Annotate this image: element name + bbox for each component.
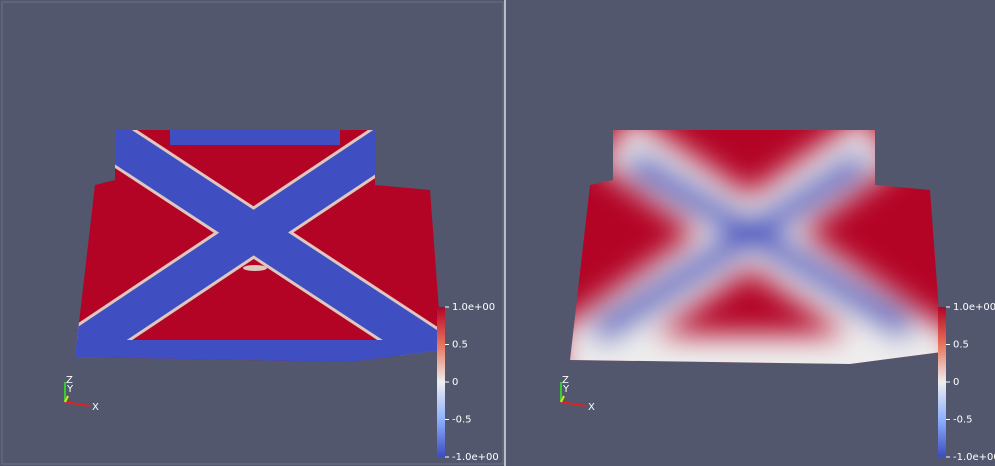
axis-x (560, 401, 587, 407)
colorbar-tick-label: -1.0e+00 (452, 452, 499, 463)
colorbar-tick-label: 0 (452, 377, 458, 388)
surface-left (75, 130, 442, 362)
axis-label-z: Z (562, 375, 569, 386)
render-view-right[interactable]: 1.0e+00 0.5 0 -0.5 -1.0e+00 ZY X (560, 302, 995, 463)
colorbar-tick-label: 0 (953, 377, 959, 388)
axis-label-x: X (92, 402, 99, 413)
axis-y (560, 395, 565, 403)
colorbar (437, 307, 445, 457)
colorbar-tick-label: -0.5 (452, 415, 472, 426)
colorbar-tick-label: 1.0e+00 (452, 302, 495, 313)
colorbar-tick-label: -1.0e+00 (953, 452, 995, 463)
colorbar-tick-label: -0.5 (953, 415, 973, 426)
axis-label-y: Y (562, 384, 570, 395)
axis-label-x: X (588, 402, 595, 413)
view-border[interactable] (1, 1, 504, 465)
colorbar-tick-label: 0.5 (953, 340, 969, 351)
colorbar (938, 307, 946, 457)
axis-label-z: Z (66, 375, 73, 386)
surface-right (570, 130, 942, 364)
axis-y (64, 395, 69, 403)
render-view-left[interactable]: 1.0e+00 0.5 0 -0.5 -1.0e+00 ZY X (64, 302, 499, 463)
axis-label-y: Y (66, 384, 74, 395)
colorbar-tick-label: 1.0e+00 (953, 302, 995, 313)
axis-x (64, 401, 91, 407)
colorbar-tick-label: 0.5 (452, 340, 468, 351)
